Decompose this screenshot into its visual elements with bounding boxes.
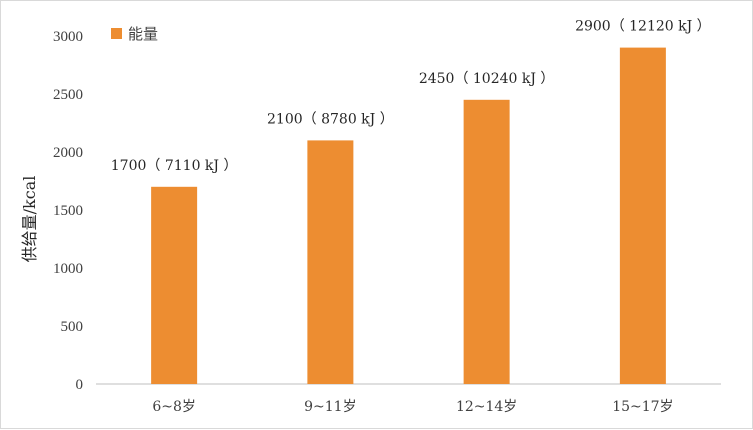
x-category-label: 15~17岁 [612, 399, 673, 415]
data-labels: 1700（ 7110 kJ ） 2100（ 8780 kJ ） 2450（ 1024… [111, 19, 711, 174]
x-category-label: 9~11岁 [304, 399, 356, 415]
x-axis-categories: 6~8岁 9~11岁 12~14岁 15~17岁 [152, 399, 673, 415]
bar [307, 140, 354, 384]
y-tick-label: 1000 [53, 261, 83, 277]
y-tick-label: 1500 [53, 203, 83, 219]
data-label: 2450（ 10240 kJ ） [419, 71, 555, 87]
y-tick-label: 2000 [53, 145, 83, 161]
y-axis-label: 供给量/kcal [20, 176, 39, 263]
bar [463, 99, 510, 385]
x-category-label: 6~8岁 [152, 399, 196, 415]
legend-label: 能量 [128, 25, 158, 43]
data-label: 2900（ 12120 kJ ） [575, 19, 711, 35]
y-tick-label: 500 [61, 319, 84, 335]
bars [151, 47, 666, 385]
data-label: 2100（ 8780 kJ ） [267, 111, 394, 127]
legend: 能量 [111, 25, 158, 43]
y-tick-label: 2500 [53, 87, 83, 103]
bar [151, 186, 198, 384]
y-tick-label: 0 [76, 377, 84, 393]
data-label: 1700（ 7110 kJ ） [111, 158, 238, 174]
y-axis-ticks: 0 500 1000 1500 2000 2500 3000 [53, 29, 83, 393]
bar [619, 47, 666, 384]
legend-swatch [111, 28, 122, 39]
x-category-label: 12~14岁 [456, 399, 517, 415]
y-tick-label: 3000 [53, 29, 83, 45]
